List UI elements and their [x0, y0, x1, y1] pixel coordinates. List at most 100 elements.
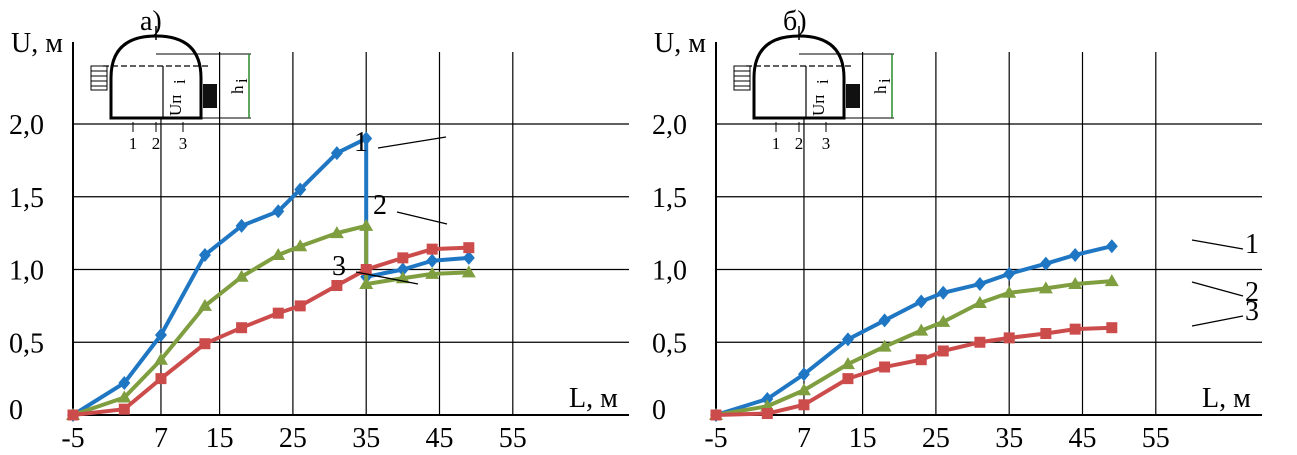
data-point — [360, 264, 372, 275]
label-leader — [1191, 315, 1244, 327]
y-tick-label: 1,5 — [652, 183, 687, 214]
data-point — [972, 295, 987, 308]
data-point — [937, 285, 950, 300]
u-subscript: i — [170, 79, 189, 84]
data-point — [1069, 323, 1081, 335]
data-point — [878, 313, 891, 328]
h-subscript: i — [232, 78, 251, 83]
x-tick-label: 15 — [206, 423, 234, 454]
x-tick-label: 25 — [922, 423, 950, 454]
series-1: 1 — [710, 229, 1259, 422]
data-point — [798, 399, 810, 411]
data-point — [117, 390, 132, 403]
data-point — [294, 300, 306, 312]
data-point — [235, 218, 248, 233]
data-point — [330, 146, 343, 161]
series-label: 2 — [373, 190, 387, 221]
data-point — [797, 367, 810, 382]
series-label: 1 — [1245, 229, 1259, 260]
data-point — [914, 323, 929, 336]
x-tick-label: 45 — [1069, 423, 1097, 454]
data-point — [272, 204, 285, 219]
tunnel-outline — [109, 34, 203, 120]
data-point — [461, 265, 476, 278]
data-point — [118, 375, 131, 390]
data-point — [463, 242, 475, 254]
data-point — [974, 336, 986, 348]
data-point — [234, 269, 249, 282]
equipment-block — [846, 84, 860, 108]
data-point — [396, 262, 409, 277]
data-point — [879, 361, 891, 373]
y-tick-label: 1,0 — [652, 256, 687, 287]
y-tick-label: 0 — [652, 395, 666, 426]
y-tick-label: 0,5 — [9, 328, 44, 359]
data-point — [426, 253, 439, 268]
h-symbol: h — [228, 85, 247, 94]
series-label: 3 — [1245, 296, 1259, 327]
data-point — [397, 252, 409, 264]
label-leader — [396, 211, 448, 225]
data-point — [294, 182, 307, 197]
data-point — [937, 345, 949, 357]
data-point — [1040, 328, 1052, 340]
series-line — [715, 279, 1112, 417]
data-point — [936, 314, 951, 327]
y-tick-label: 0 — [9, 395, 23, 426]
data-point — [1104, 274, 1119, 287]
series-label: 3 — [332, 251, 346, 282]
label-leader — [1191, 239, 1244, 250]
label-leader — [377, 136, 447, 149]
label-leader — [355, 271, 419, 285]
x-tick-label: 7 — [154, 423, 168, 454]
label-leader — [1191, 281, 1244, 297]
data-point — [272, 307, 284, 319]
probe-label: 1 — [772, 134, 781, 153]
data-point — [426, 243, 438, 255]
data-point — [1106, 322, 1118, 334]
u-symbol: Uп — [809, 95, 828, 116]
data-point — [796, 383, 811, 396]
y-tick-label: 2,0 — [652, 110, 687, 141]
data-point — [154, 327, 167, 342]
data-point — [1105, 239, 1118, 254]
data-point — [199, 338, 211, 350]
data-point — [1038, 281, 1053, 294]
panel-label: а) — [140, 6, 162, 37]
hatched-block — [90, 65, 108, 91]
data-point — [1068, 277, 1083, 290]
data-point — [1002, 285, 1017, 298]
series-3: 3 — [67, 242, 475, 421]
x-tick-label: 25 — [279, 423, 307, 454]
panel-label: б) — [783, 6, 807, 37]
data-point — [425, 266, 440, 279]
series-label: 2 — [1245, 277, 1259, 308]
x-tick-label: 55 — [499, 423, 527, 454]
data-point — [329, 226, 344, 239]
data-point — [915, 294, 928, 309]
data-point — [842, 373, 854, 385]
x-tick-label: 35 — [995, 423, 1023, 454]
probe-label: 3 — [822, 134, 831, 153]
data-point — [236, 322, 248, 334]
y-axis-title: U, м — [654, 28, 706, 59]
data-point — [360, 131, 373, 146]
y-tick-label: 2,0 — [9, 110, 44, 141]
data-point — [840, 357, 855, 370]
data-point — [710, 409, 722, 421]
data-point — [359, 277, 374, 290]
data-point — [359, 218, 374, 231]
equipment-block — [203, 84, 217, 108]
probe-label: 2 — [795, 134, 804, 153]
data-point — [462, 250, 475, 265]
probe-label: 2 — [152, 134, 161, 153]
probe-label: 1 — [129, 134, 138, 153]
data-point — [198, 247, 211, 262]
y-tick-label: 0,5 — [652, 328, 687, 359]
h-subscript: i — [875, 78, 894, 83]
data-point — [153, 352, 168, 365]
